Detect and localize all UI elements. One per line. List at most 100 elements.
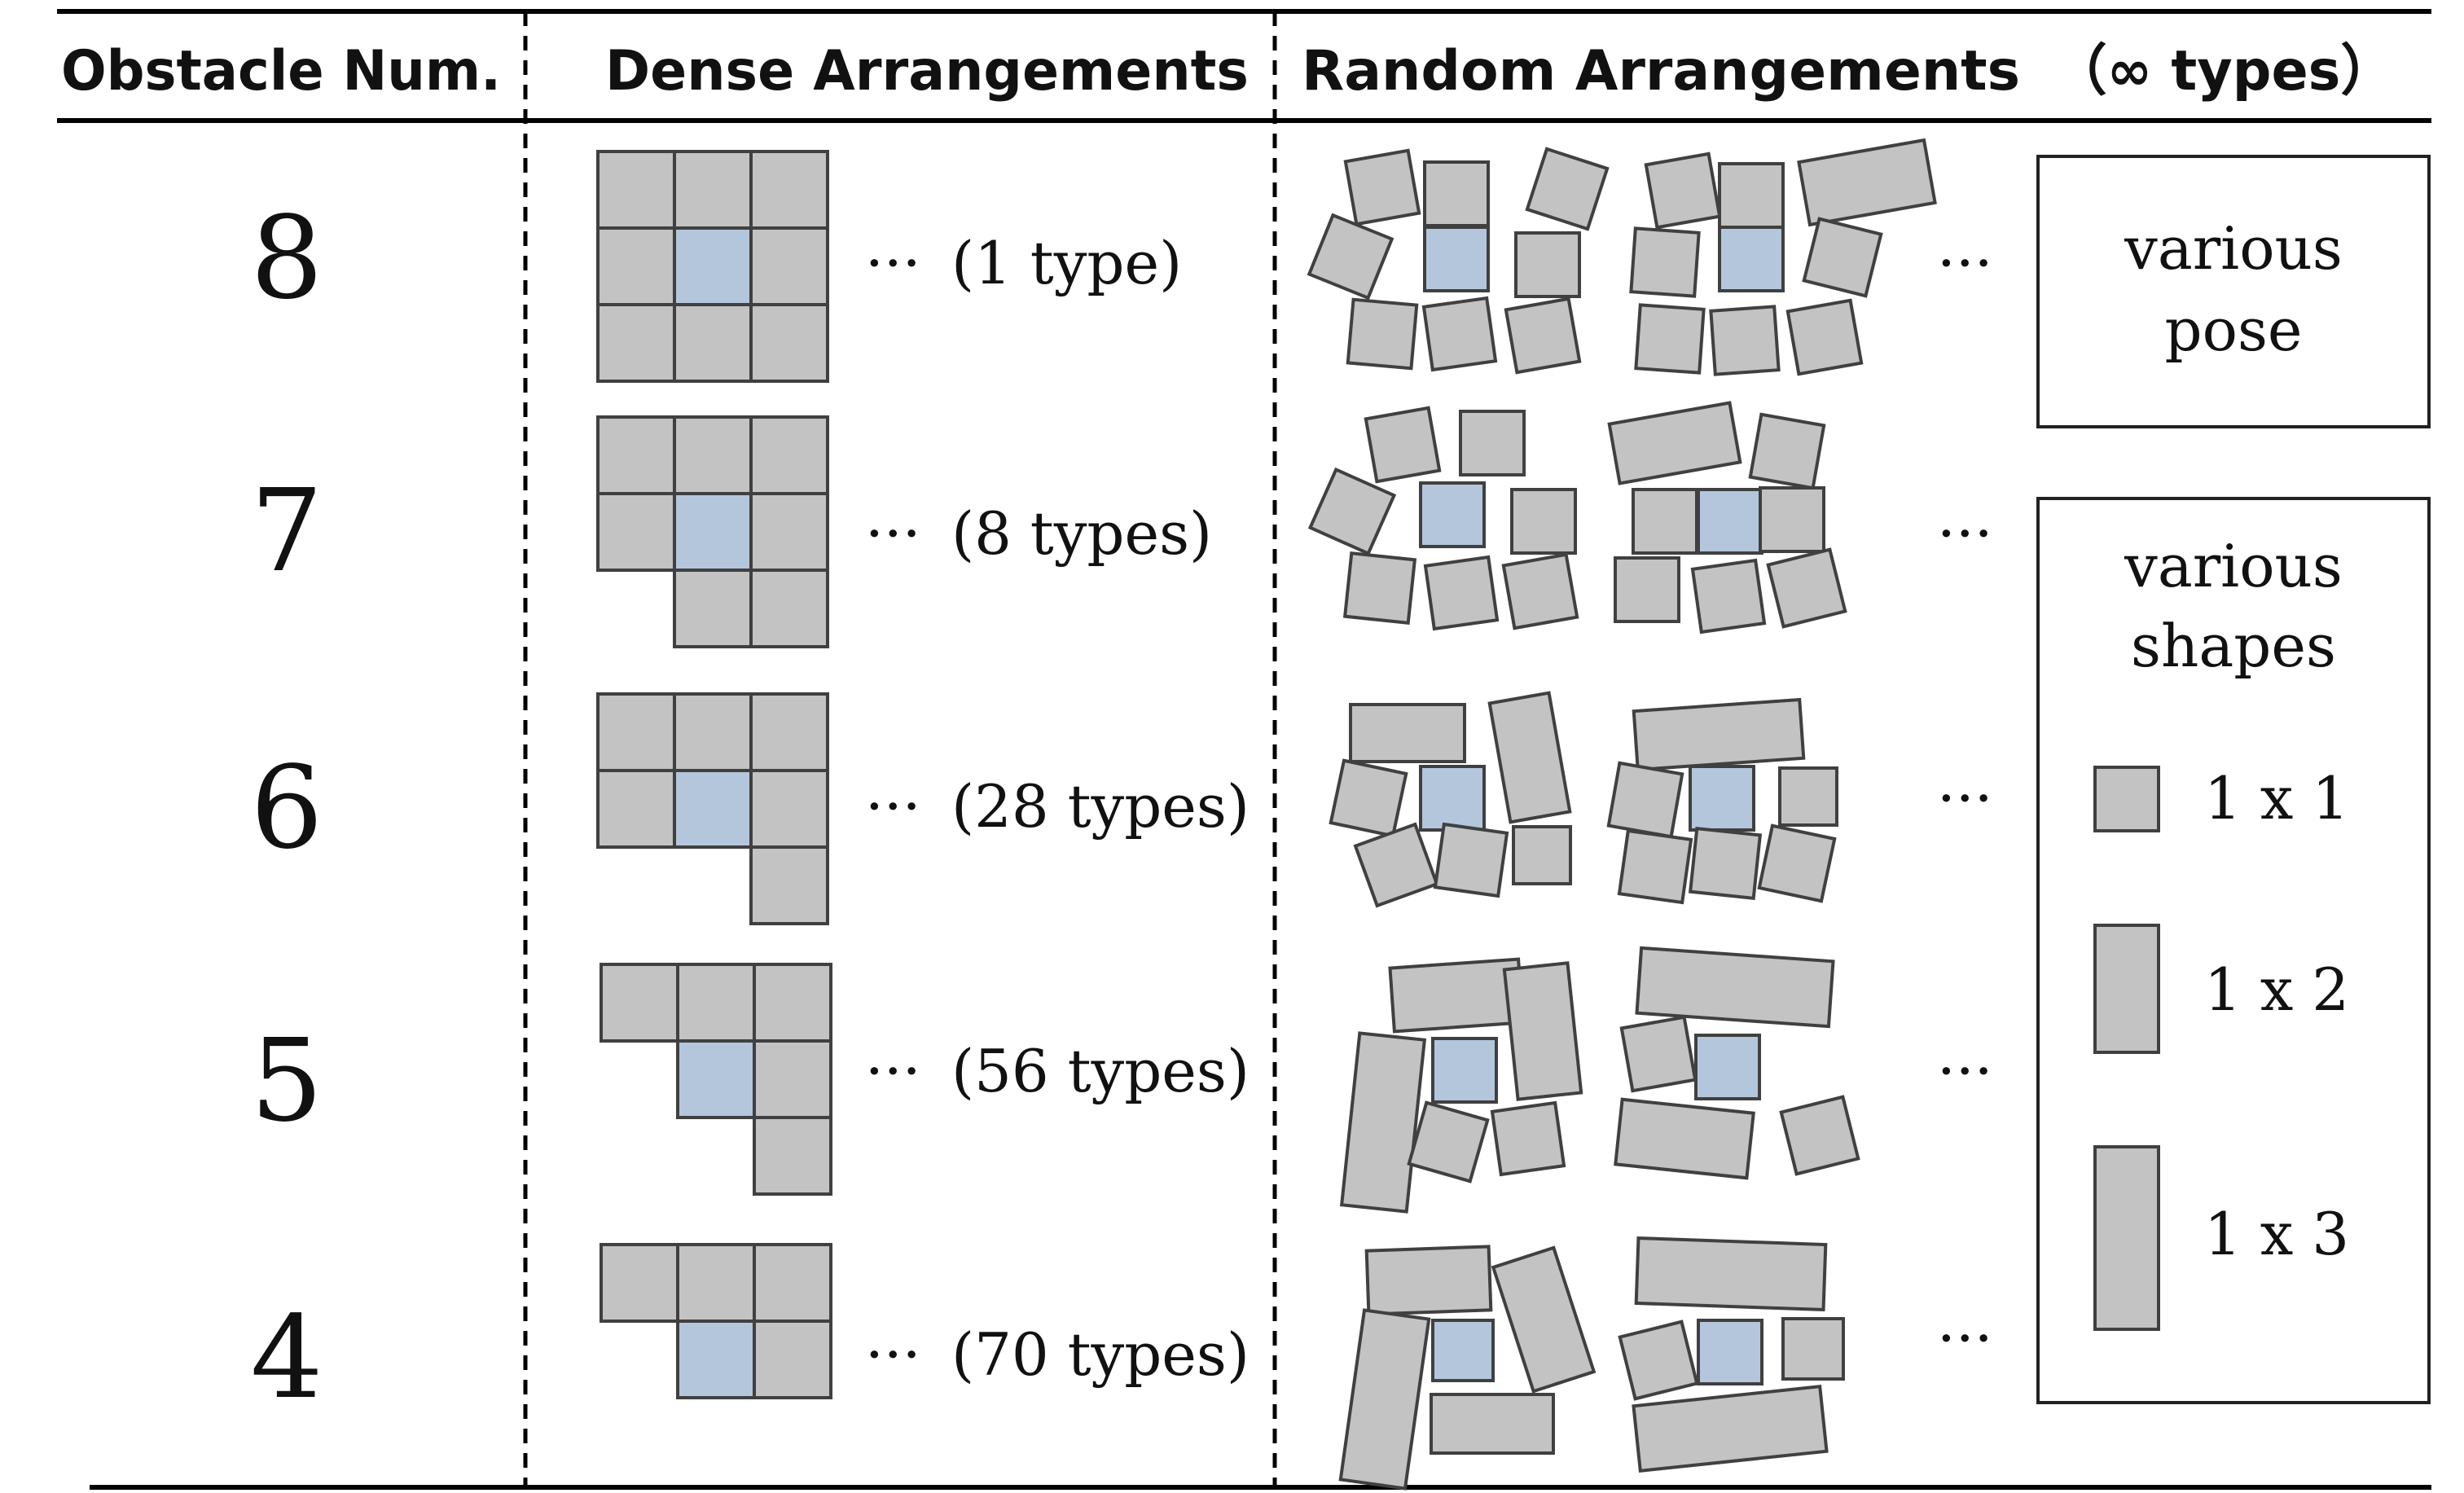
random-obstacle-box: [1504, 296, 1582, 375]
dense-ellipsis-4: ···: [865, 1320, 921, 1389]
dense-obstacle-cell: [600, 963, 679, 1043]
random-obstacle-box: [1781, 1317, 1845, 1381]
random-obstacle-box: [1797, 138, 1937, 227]
random-obstacle-box: [1632, 697, 1806, 772]
dense-label-4: (70 types): [951, 1320, 1250, 1389]
random-target-box: [1419, 481, 1486, 548]
legend-pose-box: [2036, 155, 2431, 428]
legend-shape-1x3: [2093, 1145, 2160, 1331]
random-obstacle-box: [1430, 1393, 1555, 1455]
random-obstacle-box: [1423, 555, 1500, 631]
dense-obstacle-cell: [749, 692, 829, 772]
dense-obstacle-cell: [749, 492, 829, 572]
legend-label-1x1: 1 x 1: [2204, 764, 2349, 832]
row-num-5: 5: [250, 1015, 323, 1148]
dense-obstacle-cell: [596, 692, 676, 772]
dense-obstacle-cell: [749, 845, 829, 925]
row-num-4: 4: [250, 1292, 323, 1425]
random-target-box: [1697, 488, 1763, 555]
dense-obstacle-cell: [676, 1243, 756, 1323]
random-obstacle-box: [1514, 231, 1581, 298]
random-obstacle-box: [1618, 1320, 1699, 1401]
row-num-7: 7: [250, 465, 323, 598]
dense-target-cell: [676, 1320, 756, 1399]
random-obstacle-box: [1634, 1236, 1828, 1312]
random-obstacle-box: [1423, 160, 1490, 227]
random-obstacle-box: [1614, 556, 1680, 623]
random-obstacle-box: [1490, 1100, 1566, 1177]
random-obstacle-box: [1632, 1385, 1829, 1473]
random-obstacle-box: [1718, 162, 1785, 229]
header-dense: Dense Arrangements: [605, 39, 1249, 103]
random-obstacle-box: [1644, 151, 1722, 230]
random-obstacle-box: [1614, 1097, 1755, 1180]
random-obstacle-box: [1607, 401, 1742, 485]
legend-pose-line2: pose: [2165, 296, 2303, 364]
dense-obstacle-cell: [753, 1039, 832, 1119]
random-obstacle-box: [1606, 761, 1684, 839]
random-obstacle-box: [1433, 822, 1509, 898]
random-target-box: [1419, 765, 1486, 832]
dense-obstacle-cell: [749, 303, 829, 383]
random-obstacle-box: [1346, 297, 1419, 371]
random-obstacle-box: [1619, 1015, 1698, 1093]
random-target-box: [1689, 765, 1755, 832]
dense-obstacle-cell: [749, 569, 829, 648]
dense-label-5: (56 types): [951, 1037, 1250, 1105]
random-obstacle-box: [1634, 303, 1706, 375]
row-num-8: 8: [250, 192, 323, 325]
random-obstacle-box: [1349, 703, 1466, 763]
dense-label-8: (1 type): [951, 229, 1182, 297]
dense-obstacle-cell: [596, 492, 676, 572]
random-obstacle-box: [1353, 822, 1439, 908]
dense-obstacle-cell: [753, 1116, 832, 1196]
legend-pose-line1: various: [2124, 214, 2343, 283]
random-obstacle-box: [1338, 1308, 1431, 1491]
random-ellipsis-5: ···: [1937, 1037, 1993, 1105]
dense-obstacle-cell: [673, 150, 753, 230]
random-obstacle-box: [1364, 406, 1442, 484]
dense-obstacle-cell: [753, 1320, 832, 1399]
random-obstacle-box: [1778, 766, 1838, 827]
random-obstacle-box: [1632, 488, 1698, 555]
legend-shapes-box: [2036, 497, 2431, 1404]
dense-obstacle-cell: [749, 226, 829, 306]
random-target-box: [1431, 1037, 1498, 1104]
legend-label-1x3: 1 x 3: [2204, 1200, 2349, 1268]
legend-shape-1x2: [2093, 924, 2160, 1054]
random-obstacle-box: [1757, 823, 1837, 903]
random-obstacle-box: [1364, 1245, 1493, 1316]
dense-ellipsis-8: ···: [865, 229, 921, 297]
random-target-box: [1718, 226, 1785, 292]
header-random: Random Arrangements: [1302, 39, 2020, 103]
dense-obstacle-cell: [596, 415, 676, 495]
dense-obstacle-cell: [753, 1243, 832, 1323]
random-obstacle-box: [1690, 558, 1767, 635]
random-obstacle-box: [1487, 691, 1572, 824]
random-obstacle-box: [1512, 825, 1572, 885]
random-target-box: [1431, 1319, 1495, 1382]
dense-target-cell: [673, 769, 753, 849]
random-obstacle-box: [1459, 410, 1526, 476]
dense-target-cell: [676, 1039, 756, 1119]
dense-obstacle-cell: [596, 150, 676, 230]
dense-obstacle-cell: [600, 1243, 679, 1323]
random-obstacle-box: [1525, 147, 1610, 231]
dense-obstacle-cell: [596, 769, 676, 849]
random-ellipsis-7: ···: [1937, 499, 1993, 568]
random-obstacle-box: [1709, 305, 1781, 376]
dense-obstacle-cell: [749, 769, 829, 849]
random-obstacle-box: [1802, 217, 1883, 298]
random-obstacle-box: [1748, 412, 1826, 490]
random-obstacle-box: [1307, 213, 1395, 301]
dense-obstacle-cell: [749, 150, 829, 230]
legend-label-1x2: 1 x 2: [2204, 955, 2349, 1024]
random-obstacle-box: [1617, 828, 1693, 905]
legend-shapes-line2: shapes: [2131, 612, 2336, 680]
random-obstacle-box: [1502, 961, 1583, 1101]
random-ellipsis-6: ···: [1937, 764, 1993, 832]
dense-obstacle-cell: [596, 226, 676, 306]
dense-ellipsis-5: ···: [865, 1037, 921, 1105]
random-obstacle-box: [1629, 226, 1701, 298]
